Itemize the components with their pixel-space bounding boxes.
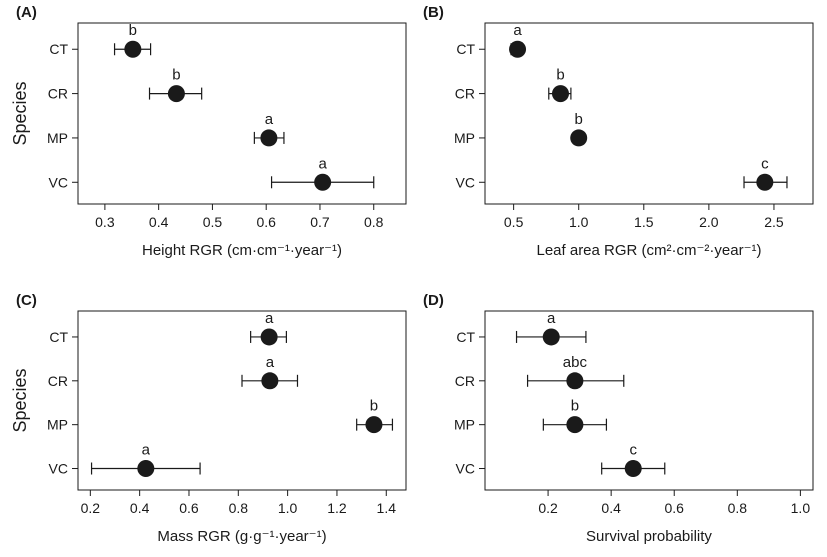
data-point — [566, 372, 584, 390]
category-label: VC — [456, 174, 475, 190]
category-label: MP — [47, 417, 68, 433]
significance-letter: b — [575, 111, 583, 128]
data-point — [260, 328, 278, 346]
x-tick-label: 0.8 — [229, 500, 249, 516]
significance-letter: c — [761, 155, 769, 172]
data-point — [260, 129, 278, 147]
x-tick-label: 0.7 — [310, 214, 330, 230]
category-label: VC — [456, 461, 475, 477]
category-label: VC — [49, 174, 68, 190]
data-point — [137, 460, 155, 478]
category-label: CR — [455, 373, 475, 389]
x-axis-label: Height RGR (cm·cm⁻¹·year⁻¹) — [142, 242, 342, 259]
significance-letter: a — [265, 111, 274, 128]
x-tick-label: 2.5 — [764, 214, 784, 230]
x-axis-label: Leaf area RGR (cm²·cm⁻²·year⁻¹) — [536, 242, 761, 259]
category-label: MP — [454, 417, 475, 433]
x-tick-label: 0.6 — [256, 214, 276, 230]
x-axis-label: Survival probability — [586, 528, 712, 545]
data-point — [314, 173, 332, 191]
x-tick-label: 0.6 — [664, 500, 684, 516]
significance-letter: b — [556, 67, 564, 84]
category-label: CT — [456, 41, 475, 57]
plot-frame — [484, 310, 814, 491]
significance-letter: abc — [563, 354, 588, 371]
significance-letter: b — [129, 22, 137, 39]
panel-label: (C) — [16, 292, 37, 309]
x-tick-label: 1.0 — [278, 500, 298, 516]
panel-label: (A) — [16, 4, 37, 21]
category-label: CT — [49, 329, 68, 345]
x-tick-label: 0.5 — [203, 214, 223, 230]
x-tick-label: 0.6 — [179, 500, 199, 516]
data-point — [570, 129, 588, 147]
data-point — [365, 416, 383, 434]
data-point — [756, 173, 774, 191]
significance-letter: b — [571, 398, 579, 415]
category-label: VC — [49, 461, 68, 477]
x-tick-label: 1.4 — [377, 500, 397, 516]
data-point — [566, 416, 584, 434]
x-tick-label: 1.2 — [327, 500, 347, 516]
significance-letter: a — [318, 155, 327, 172]
x-tick-label: 0.4 — [601, 500, 621, 516]
category-label: MP — [454, 130, 475, 146]
plot-frame — [77, 310, 407, 491]
x-tick-label: 1.0 — [791, 500, 811, 516]
significance-letter: a — [547, 310, 556, 327]
significance-letter: b — [172, 67, 180, 84]
significance-letter: b — [370, 398, 378, 415]
data-point — [124, 40, 142, 58]
x-tick-label: 0.5 — [504, 214, 524, 230]
category-label: CR — [48, 373, 68, 389]
significance-letter: a — [513, 22, 522, 39]
y-axis-label: Species — [10, 81, 30, 145]
data-point — [624, 460, 642, 478]
data-point — [509, 40, 527, 58]
data-point — [261, 372, 279, 390]
category-label: CR — [48, 86, 68, 102]
x-tick-label: 0.8 — [728, 500, 748, 516]
significance-letter: a — [266, 354, 275, 371]
x-tick-label: 0.2 — [538, 500, 558, 516]
category-label: CT — [49, 41, 68, 57]
significance-letter: c — [629, 442, 637, 459]
x-tick-label: 0.8 — [364, 214, 384, 230]
plot-frame — [77, 22, 407, 205]
x-axis-label: Mass RGR (g·g⁻¹·year⁻¹) — [157, 528, 326, 545]
x-tick-label: 1.0 — [569, 214, 589, 230]
plot-frame — [484, 22, 814, 205]
x-tick-label: 0.4 — [149, 214, 169, 230]
x-tick-label: 2.0 — [699, 214, 719, 230]
category-label: CT — [456, 329, 475, 345]
x-tick-label: 1.5 — [634, 214, 654, 230]
significance-letter: a — [265, 310, 274, 327]
data-point — [542, 328, 560, 346]
category-label: MP — [47, 130, 68, 146]
panel-label: (B) — [423, 4, 444, 21]
significance-letter: a — [142, 442, 151, 459]
x-tick-label: 0.4 — [130, 500, 150, 516]
category-label: CR — [455, 86, 475, 102]
x-tick-label: 0.2 — [81, 500, 101, 516]
data-point — [167, 85, 185, 103]
data-point — [551, 85, 569, 103]
panel-label: (D) — [423, 292, 444, 309]
x-tick-label: 0.3 — [95, 214, 115, 230]
y-axis-label: Species — [10, 368, 30, 432]
